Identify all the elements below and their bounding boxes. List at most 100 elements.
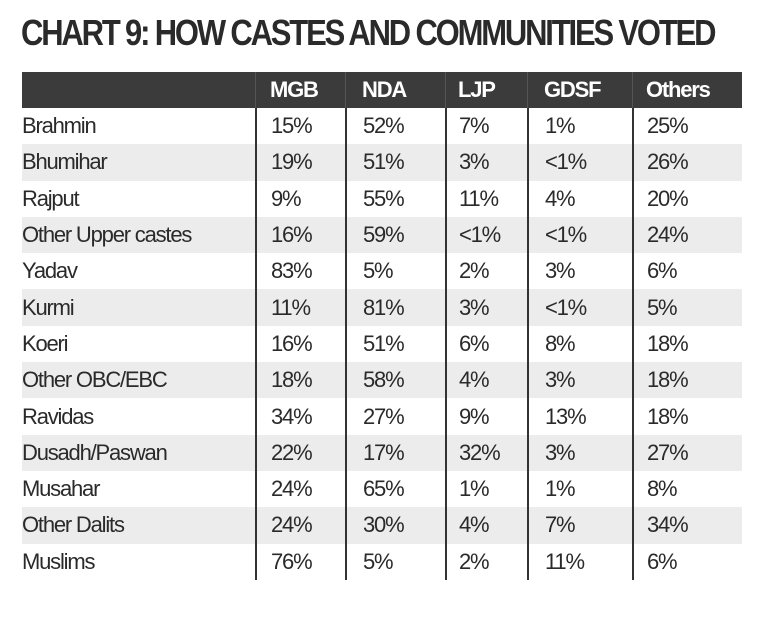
cell-gdsf: 7% [527, 507, 632, 544]
table-row: Dusadh/Paswan 22% 17% 32% 3% 27% [22, 434, 742, 471]
cell-others: 26% [632, 144, 742, 181]
cell-nda: 55% [345, 180, 445, 217]
cell-mgb: 76% [255, 543, 345, 580]
column-header-nda: NDA [345, 72, 445, 108]
cell-gdsf: 3% [527, 253, 632, 290]
cell-mgb: 24% [255, 507, 345, 544]
cell-mgb: 11% [255, 289, 345, 326]
cell-mgb: 19% [255, 144, 345, 181]
cell-mgb: 34% [255, 398, 345, 435]
cell-others: 6% [632, 253, 742, 290]
cell-nda: 5% [345, 253, 445, 290]
row-label: Kurmi [22, 289, 255, 326]
table-row: Kurmi 11% 81% 3% <1% 5% [22, 289, 742, 326]
cell-ljp: 1% [445, 470, 527, 508]
cell-mgb: 15% [255, 108, 345, 145]
cell-mgb: 24% [255, 470, 345, 508]
row-label: Musahar [22, 476, 100, 502]
cell-nda: 51% [345, 144, 445, 181]
cell-nda: 65% [345, 470, 445, 508]
cell-gdsf: 8% [527, 325, 632, 363]
table-header-row: MGB NDA LJP GDSF Others [22, 72, 742, 108]
cell-nda: 27% [345, 398, 445, 435]
cell-nda: 30% [345, 507, 445, 544]
cell-gdsf: <1% [527, 289, 632, 326]
row-label: Koeri [22, 330, 69, 356]
cell-ljp: 7% [445, 108, 527, 145]
row-label: Rajput [22, 185, 80, 211]
cell-nda: 51% [345, 325, 445, 363]
table-row: Bhumihar 19% 51% 3% <1% 26% [22, 144, 742, 181]
table-row: Koeri 16% 51% 6% 8% 18% [22, 325, 742, 363]
table-row: Other Dalits 24% 30% 4% 7% 34% [22, 507, 742, 544]
cell-nda: 5% [345, 543, 445, 580]
cell-ljp: 2% [445, 253, 527, 290]
vote-share-table: MGB NDA LJP GDSF Others Brahmin 15% 52% 7% 1% 25%… [22, 72, 742, 580]
column-header-gdsf: GDSF [527, 72, 632, 108]
cell-ljp: 32% [445, 434, 527, 471]
cell-others: 34% [632, 507, 742, 544]
cell-ljp: <1% [445, 216, 527, 254]
column-header-mgb: MGB [255, 72, 345, 108]
cell-others: 25% [632, 108, 742, 145]
cell-mgb: 22% [255, 434, 345, 471]
table-row: Ravidas 34% 27% 9% 13% 18% [22, 398, 742, 435]
cell-gdsf: 11% [527, 543, 632, 580]
cell-gdsf: 3% [527, 434, 632, 471]
column-header-others: Others [632, 72, 742, 108]
row-label: Other Upper castes [22, 216, 255, 254]
cell-mgb: 16% [255, 216, 345, 254]
cell-gdsf: <1% [527, 144, 632, 181]
row-label: Other Dalits [22, 507, 255, 544]
cell-ljp: 11% [445, 180, 527, 217]
row-label: Ravidas [22, 403, 94, 429]
cell-others: 6% [632, 543, 742, 580]
row-label: Yadav [22, 258, 78, 284]
header-blank [22, 72, 255, 108]
row-label: Brahmin [22, 113, 97, 139]
cell-others: 20% [632, 180, 742, 217]
table-row: Other OBC/EBC 18% 58% 4% 3% 18% [22, 362, 742, 399]
row-label: Dusadh/Paswan [22, 434, 255, 471]
row-label: Other OBC/EBC [22, 362, 255, 399]
cell-others: 18% [632, 362, 742, 399]
cell-others: 18% [632, 398, 742, 435]
cell-mgb: 18% [255, 362, 345, 399]
cell-gdsf: 3% [527, 362, 632, 399]
row-label: Bhumihar [22, 144, 255, 181]
cell-mgb: 83% [255, 253, 345, 290]
cell-ljp: 3% [445, 144, 527, 181]
table-row: Brahmin 15% 52% 7% 1% 25% [22, 108, 742, 145]
cell-others: 27% [632, 434, 742, 471]
cell-ljp: 4% [445, 362, 527, 399]
column-header-ljp: LJP [445, 72, 527, 108]
cell-nda: 81% [345, 289, 445, 326]
cell-others: 18% [632, 325, 742, 363]
cell-gdsf: 1% [527, 470, 632, 508]
table-row: Rajput 9% 55% 11% 4% 20% [22, 180, 742, 217]
cell-ljp: 6% [445, 325, 527, 363]
cell-gdsf: 1% [527, 108, 632, 145]
cell-nda: 17% [345, 434, 445, 471]
table-row: Yadav 83% 5% 2% 3% 6% [22, 253, 742, 290]
cell-gdsf: <1% [527, 216, 632, 254]
cell-nda: 59% [345, 216, 445, 254]
table-row: Musahar 24% 65% 1% 1% 8% [22, 470, 742, 508]
table-row: Muslims 76% 5% 2% 11% 6% [22, 543, 742, 580]
cell-ljp: 4% [445, 507, 527, 544]
cell-ljp: 9% [445, 398, 527, 435]
cell-mgb: 16% [255, 325, 345, 363]
cell-nda: 58% [345, 362, 445, 399]
chart-title: CHART 9: HOW CASTES AND COMMUNITIES VOTE… [21, 12, 716, 53]
cell-others: 5% [632, 289, 742, 326]
cell-mgb: 9% [255, 180, 345, 217]
cell-gdsf: 13% [527, 398, 632, 435]
cell-others: 24% [632, 216, 742, 254]
cell-gdsf: 4% [527, 180, 632, 217]
table-row: Other Upper castes 16% 59% <1% <1% 24% [22, 216, 742, 254]
cell-nda: 52% [345, 108, 445, 145]
cell-ljp: 2% [445, 543, 527, 580]
cell-others: 8% [632, 470, 742, 508]
cell-ljp: 3% [445, 289, 527, 326]
row-label: Muslims [22, 548, 95, 574]
